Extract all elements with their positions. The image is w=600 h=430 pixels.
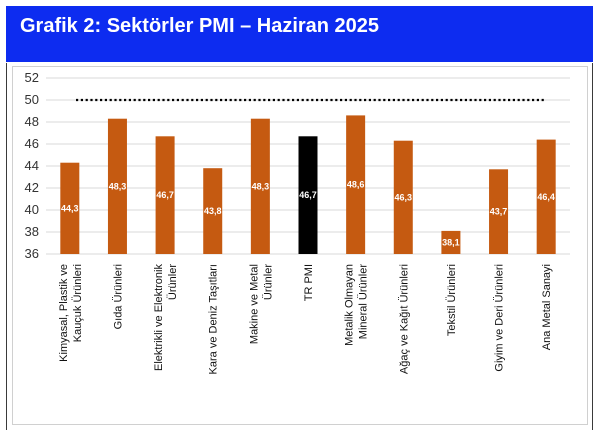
bar [489,169,509,254]
data-label: 46,3 [395,192,413,202]
bar [536,139,556,254]
y-tick-label: 36 [25,246,39,261]
chart-title: Grafik 2: Sektörler PMI – Haziran 2025 [20,15,380,37]
chart-title-banner: Grafik 2: Sektörler PMI – Haziran 2025 [6,6,593,62]
category-label: Gıda Ürünleri [112,264,124,329]
category-label: TR PMI [303,264,315,301]
bar [203,168,223,254]
category-label: Metalik Olmayan [344,264,356,346]
y-tick-label: 50 [25,92,39,107]
chart-area-border [12,66,588,425]
bar [346,115,366,255]
category-label: Tekstil Ürünleri [446,264,458,336]
y-tick-label: 44 [25,158,39,173]
category-label: Ana Metal Sanayi [541,264,553,350]
bar [298,136,318,254]
data-label: 48,6 [347,180,365,190]
category-label: Ağaç ve Kağıt Ürünleri [398,264,410,374]
y-tick-label: 52 [25,70,39,85]
y-tick-label: 48 [25,114,39,129]
category-label: Ürünler [167,264,179,300]
category-label: Mineral Ürünler [358,264,370,340]
data-label: 38,1 [442,237,460,247]
data-label: 48,3 [109,181,127,191]
category-label: Ürünler [262,264,274,300]
category-label: Kara ve Deniz Taşıtları [208,264,220,374]
data-label: 43,8 [204,206,222,216]
bar [250,118,270,254]
category-label: Makine ve Metal [248,264,260,344]
bar [155,136,175,254]
data-label: 46,7 [156,190,174,200]
bar [107,118,127,254]
y-tick-label: 38 [25,224,39,239]
bar [393,140,413,254]
y-tick-label: 46 [25,136,39,151]
category-label: Elektrikli ve Elektronik [153,264,165,371]
category-label: Kimyasal, Plastik ve [58,264,70,362]
bar [60,162,80,254]
category-label: Kauçuk Ürünleri [72,264,84,342]
y-tick-label: 40 [25,202,39,217]
bar [441,230,461,254]
data-label: 43,7 [490,207,508,217]
data-label: 46,4 [537,192,555,202]
category-label: Giyim ve Deri Ürünleri [494,264,506,372]
data-label: 48,3 [252,181,270,191]
data-label: 46,7 [299,190,317,200]
data-label: 44,3 [61,203,79,213]
y-tick-label: 42 [25,180,39,195]
